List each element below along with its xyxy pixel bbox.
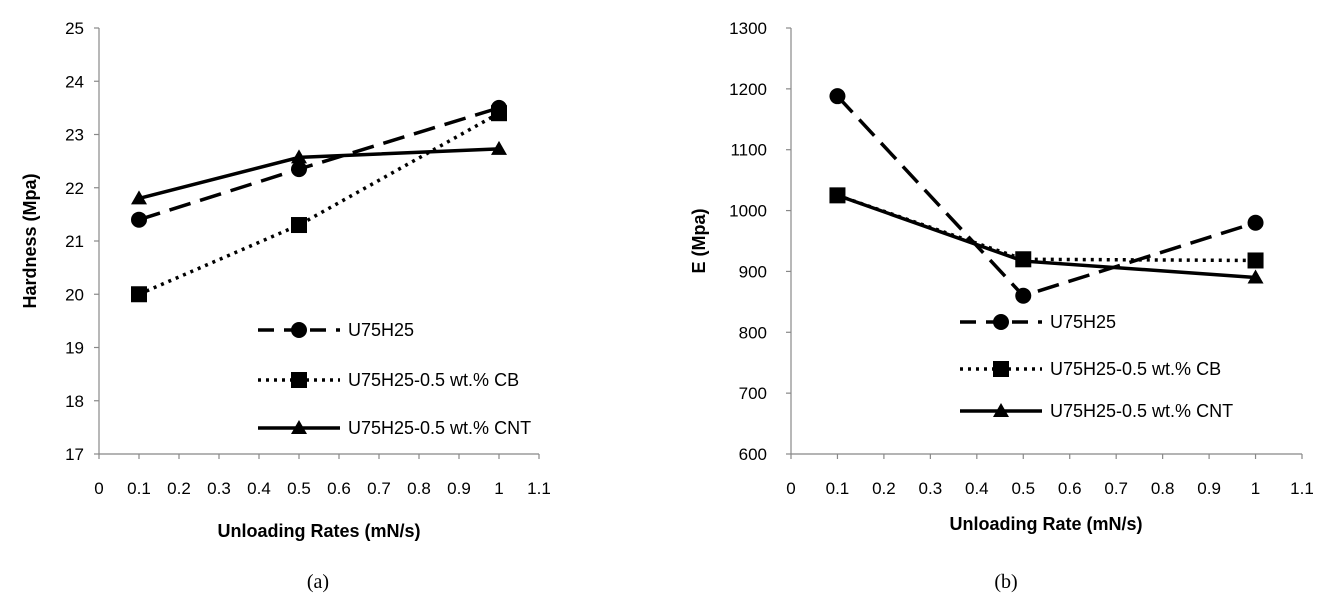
y-tick-label: 25	[65, 19, 84, 38]
legend-marker-square	[291, 372, 307, 388]
data-point-triangle	[1247, 269, 1264, 284]
series-triangle	[829, 187, 1264, 284]
legend-marker-circle	[291, 322, 307, 338]
data-point-triangle	[491, 140, 507, 155]
data-point-square	[1247, 252, 1264, 269]
series-line	[138, 106, 500, 222]
legend-label: U75H25	[1050, 312, 1116, 332]
y-tick-label: 23	[65, 126, 84, 145]
x-tick-label: 1	[1251, 479, 1260, 498]
data-point-triangle	[131, 190, 147, 205]
x-tick-label: 0.2	[167, 479, 191, 498]
legend-marker-square	[993, 361, 1009, 377]
y-tick-label: 1100	[730, 141, 767, 160]
x-tick-label: 0.4	[965, 479, 989, 498]
y-tick-label: 1300	[729, 19, 767, 38]
x-tick-label: 0.9	[1197, 479, 1221, 498]
x-tick-label: 1	[494, 479, 503, 498]
series-line	[836, 193, 1256, 263]
x-axis-title: Unloading Rate (mN/s)	[949, 514, 1142, 534]
y-tick-label: 700	[739, 384, 767, 403]
y-tick-label: 800	[739, 323, 767, 342]
data-point-circle	[1015, 287, 1032, 304]
x-tick-label: 0.7	[367, 479, 391, 498]
legend-label: U75H25-0.5 wt.% CNT	[1050, 401, 1233, 421]
series-line	[836, 94, 1257, 298]
series-circle	[131, 99, 507, 228]
figure-caption: (a)	[307, 571, 329, 593]
y-axis-title: Hardness (Mpa)	[20, 173, 40, 308]
x-tick-label: 0	[786, 479, 795, 498]
series-triangle	[131, 140, 507, 205]
figure-caption: (b)	[994, 571, 1017, 593]
y-tick-label: 18	[65, 392, 84, 411]
data-point-circle	[829, 88, 846, 105]
series-square	[829, 187, 1264, 269]
series-line	[138, 147, 500, 201]
series-line	[138, 111, 500, 296]
y-tick-label: 1200	[729, 80, 767, 99]
data-point-circle	[1247, 214, 1264, 231]
x-tick-label: 0.6	[1058, 479, 1082, 498]
x-tick-label: 0.2	[872, 479, 896, 498]
x-tick-label: 0.9	[447, 479, 471, 498]
legend-marker-triangle	[993, 403, 1009, 417]
y-tick-label: 19	[65, 339, 84, 358]
series-line	[836, 193, 1256, 280]
data-point-square	[131, 286, 147, 303]
x-tick-label: 0	[94, 479, 103, 498]
y-tick-label: 900	[739, 262, 767, 281]
legend-marker-circle	[993, 314, 1009, 330]
y-axis-title: E (Mpa)	[689, 208, 709, 273]
legend-marker-triangle	[291, 420, 307, 434]
legend-label: U75H25	[348, 320, 414, 340]
x-tick-label: 0.3	[207, 479, 231, 498]
legend-label: U75H25-0.5 wt.% CNT	[348, 418, 531, 438]
x-tick-label: 0.4	[247, 479, 271, 498]
data-point-circle	[131, 211, 147, 228]
y-tick-label: 22	[65, 179, 84, 198]
series-square	[131, 105, 507, 303]
y-tick-label: 1000	[729, 202, 767, 221]
data-point-circle	[291, 161, 307, 178]
y-tick-label: 24	[65, 72, 84, 91]
chart-panel-1: 600 700 800 900 1000 1100 1200 1300 0 0.1 0.2 0.3 0.…	[689, 19, 1314, 593]
y-tick-label: 20	[65, 285, 84, 304]
x-axis-title: Unloading Rates (mN/s)	[217, 521, 420, 541]
data-point-square	[291, 217, 307, 234]
x-tick-label: 1.1	[527, 479, 551, 498]
legend-label: U75H25-0.5 wt.% CB	[1050, 359, 1221, 379]
series-circle	[829, 88, 1264, 304]
x-tick-label: 0.8	[1151, 479, 1175, 498]
x-tick-label: 0.5	[1011, 479, 1035, 498]
chart-panel-0: 17 18 19 20 21 22 23 24 25 0 0.1 0.2 0.3 0.4 0.5 0.6 0.7…	[20, 19, 551, 593]
x-tick-label: 0.6	[327, 479, 351, 498]
y-tick-label: 21	[65, 232, 84, 251]
x-tick-label: 0.7	[1104, 479, 1128, 498]
y-tick-label: 600	[739, 445, 767, 464]
x-tick-label: 1.1	[1290, 479, 1314, 498]
data-point-triangle	[1015, 253, 1032, 268]
legend-label: U75H25-0.5 wt.% CB	[348, 370, 519, 390]
data-point-triangle	[829, 187, 846, 202]
y-tick-label: 17	[65, 445, 84, 464]
x-tick-label: 0.5	[287, 479, 311, 498]
data-point-triangle	[291, 149, 307, 164]
x-tick-label: 0.1	[127, 479, 151, 498]
x-tick-label: 0.1	[826, 479, 850, 498]
x-tick-label: 0.8	[407, 479, 431, 498]
x-tick-label: 0.3	[919, 479, 943, 498]
data-point-square	[491, 105, 507, 122]
